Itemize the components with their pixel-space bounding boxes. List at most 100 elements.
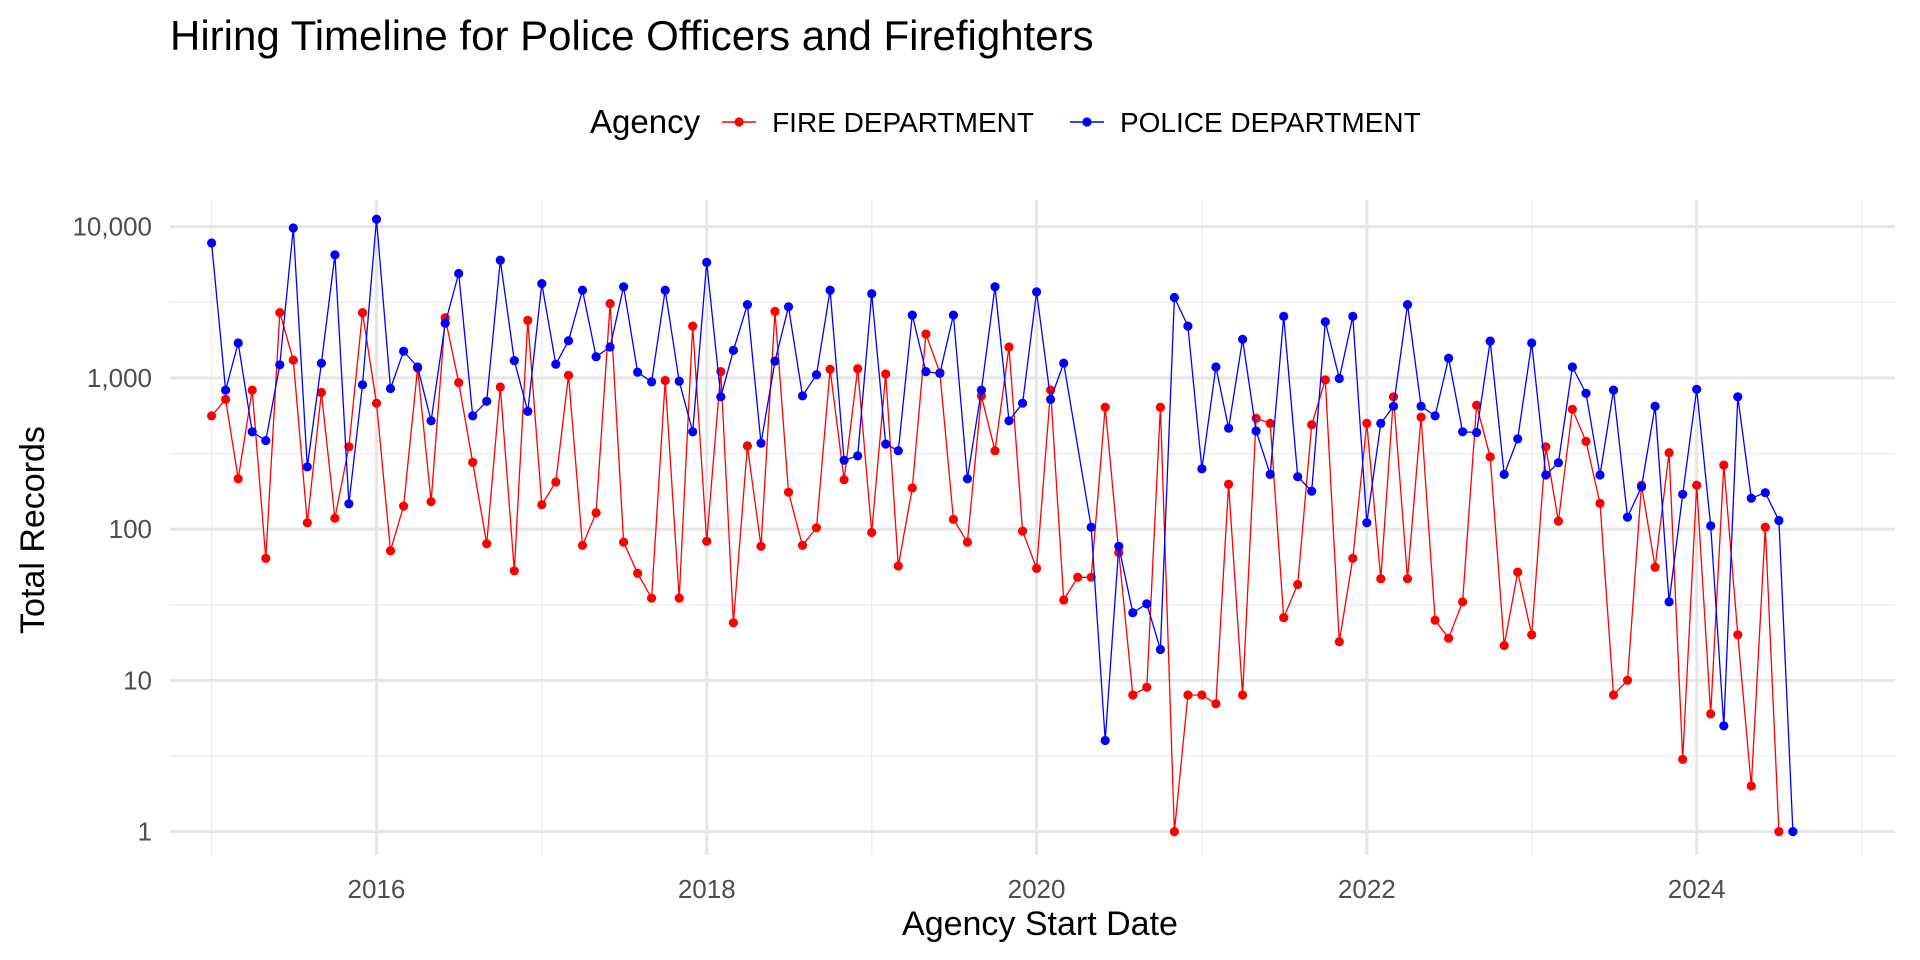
x-axis-ticks: 2016 2018 2020 2022 2024 <box>348 874 1726 904</box>
data-point <box>839 455 849 465</box>
series-layer <box>207 214 1798 837</box>
legend-label: POLICE DEPARTMENT <box>1120 107 1421 138</box>
data-point <box>1362 418 1372 428</box>
data-point <box>316 387 326 398</box>
data-point <box>1402 300 1413 310</box>
data-point <box>728 618 739 628</box>
data-point <box>1183 321 1193 331</box>
data-point <box>1527 630 1537 640</box>
legend-item: FIRE DEPARTMENT <box>722 107 1034 138</box>
data-point <box>399 501 409 511</box>
data-point <box>1472 400 1482 410</box>
minor-gridlines <box>170 200 1895 855</box>
data-point <box>1595 498 1605 508</box>
data-point <box>1650 562 1660 572</box>
data-point <box>495 382 505 392</box>
series-line <box>211 303 1780 832</box>
data-point <box>647 377 657 387</box>
data-point <box>1541 470 1551 480</box>
series-police-department <box>207 214 1798 837</box>
data-point <box>770 356 780 366</box>
data-point <box>288 355 298 365</box>
data-point <box>1251 413 1261 423</box>
data-point <box>551 477 561 487</box>
data-point <box>221 385 231 395</box>
data-point <box>948 310 959 320</box>
data-point <box>1018 398 1028 408</box>
data-point <box>633 367 643 377</box>
x-tick-label: 2022 <box>1338 874 1396 904</box>
data-point <box>302 462 312 472</box>
data-point <box>1567 404 1577 414</box>
data-point <box>591 508 601 518</box>
data-point <box>619 282 629 292</box>
data-point <box>1430 411 1440 421</box>
data-point <box>797 540 808 551</box>
data-point <box>647 593 657 603</box>
data-point <box>1293 579 1303 590</box>
data-point <box>1678 754 1688 765</box>
data-point <box>1032 287 1042 297</box>
data-point <box>233 338 243 348</box>
data-point <box>261 553 271 564</box>
data-point <box>948 514 959 525</box>
x-tick-label: 2020 <box>1008 874 1066 904</box>
data-point <box>426 416 436 426</box>
data-point <box>1553 458 1563 468</box>
data-point <box>468 411 478 421</box>
data-point <box>563 370 574 380</box>
data-point <box>867 289 877 299</box>
legend-swatch-point <box>734 117 744 127</box>
data-point <box>1169 827 1179 837</box>
legend-swatch-point <box>1082 117 1092 127</box>
data-point <box>1402 574 1413 584</box>
y-tick-label: 10 <box>123 665 152 695</box>
data-point <box>1155 402 1165 412</box>
data-point <box>770 306 780 316</box>
data-point <box>881 369 891 379</box>
data-point <box>1211 362 1221 372</box>
data-point <box>783 302 794 312</box>
data-point <box>1499 640 1509 651</box>
data-point <box>207 238 217 248</box>
data-point <box>825 285 835 295</box>
data-point <box>426 497 436 507</box>
data-point <box>702 536 712 546</box>
data-point <box>1788 827 1798 837</box>
data-point <box>275 308 285 318</box>
data-point <box>247 385 257 395</box>
data-point <box>468 457 478 467</box>
data-point <box>756 541 766 551</box>
data-point <box>1678 489 1688 499</box>
data-point <box>1692 480 1702 490</box>
data-point <box>1224 423 1234 433</box>
data-point <box>1760 522 1770 532</box>
data-point <box>1636 482 1647 492</box>
data-point <box>633 568 643 578</box>
data-point <box>893 561 903 571</box>
data-point <box>551 359 561 369</box>
data-point <box>1004 342 1014 352</box>
data-point <box>1320 375 1330 385</box>
data-point <box>1553 516 1563 526</box>
data-point <box>1388 401 1399 411</box>
data-point <box>976 385 987 395</box>
data-point <box>1320 317 1330 327</box>
data-point <box>1664 448 1674 458</box>
data-point <box>509 566 519 576</box>
major-gridlines <box>170 200 1895 855</box>
data-point <box>1719 460 1729 470</box>
data-point <box>1430 615 1440 625</box>
data-point <box>853 451 863 461</box>
data-point <box>344 442 354 452</box>
data-point <box>1211 699 1221 709</box>
data-point <box>371 214 382 224</box>
legend: Agency FIRE DEPARTMENT POLICE DEPARTMENT <box>590 103 1421 140</box>
data-point <box>742 441 753 451</box>
data-point <box>811 523 822 533</box>
data-point <box>1004 416 1014 426</box>
data-point <box>1197 690 1207 700</box>
data-point <box>605 342 615 352</box>
data-point <box>1086 522 1096 532</box>
